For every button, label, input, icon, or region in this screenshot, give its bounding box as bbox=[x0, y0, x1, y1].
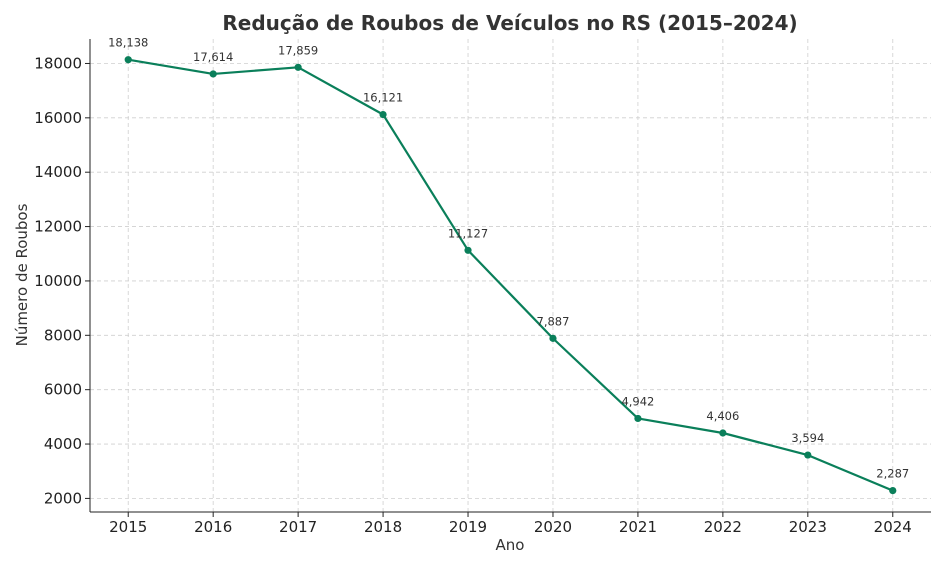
x-tick-label: 2020 bbox=[534, 518, 572, 536]
data-point bbox=[294, 63, 302, 71]
x-tick-label: 2016 bbox=[194, 518, 232, 536]
data-label: 17,614 bbox=[193, 50, 233, 64]
y-tick-label: 4000 bbox=[44, 435, 82, 453]
data-label: 4,406 bbox=[706, 409, 739, 423]
axes: 2000 4000 6000 8000 10000 12000 14000 16000 1800… bbox=[34, 39, 931, 536]
data-label: 7,887 bbox=[537, 314, 570, 328]
data-label: 4,942 bbox=[621, 394, 654, 408]
data-point bbox=[804, 451, 812, 459]
y-tick-label: 16000 bbox=[34, 109, 82, 127]
y-tick-label: 14000 bbox=[34, 163, 82, 181]
x-tick-label: 2019 bbox=[449, 518, 487, 536]
y-tick-label: 8000 bbox=[44, 326, 82, 344]
x-axis-label: Ano bbox=[496, 536, 525, 554]
data-label: 11,127 bbox=[448, 226, 488, 240]
data-point bbox=[549, 334, 557, 342]
y-tick-label: 6000 bbox=[44, 381, 82, 399]
y-tick-label: 2000 bbox=[44, 489, 82, 507]
data-label: 16,121 bbox=[363, 91, 403, 105]
data-point bbox=[379, 110, 387, 119]
x-tick-label: 2018 bbox=[364, 518, 402, 536]
x-tick-label: 2024 bbox=[874, 518, 912, 536]
data-point bbox=[889, 487, 897, 495]
data-label: 17,859 bbox=[278, 43, 318, 57]
x-tick-label: 2021 bbox=[619, 518, 657, 536]
x-tick-label: 2017 bbox=[279, 518, 317, 536]
data-label: 18,138 bbox=[108, 36, 148, 50]
data-labels: 18,138 17,614 17,859 16,121 11,127 7,887 4,942… bbox=[108, 36, 909, 481]
y-axis-label: Número de Roubos bbox=[13, 203, 31, 346]
series-line bbox=[127, 58, 894, 492]
data-label: 2,287 bbox=[876, 467, 909, 481]
y-tick-label: 10000 bbox=[34, 272, 82, 290]
y-tick-label: 18000 bbox=[34, 54, 82, 72]
data-point bbox=[464, 246, 472, 254]
data-point bbox=[719, 429, 727, 437]
data-label: 3,594 bbox=[791, 431, 824, 445]
x-tick-label: 2022 bbox=[704, 518, 742, 536]
data-point bbox=[124, 56, 132, 64]
x-tick-label: 2015 bbox=[109, 518, 147, 536]
chart-title: Redução de Roubos de Veículos no RS (201… bbox=[222, 11, 797, 35]
data-point bbox=[209, 70, 217, 78]
x-tick-label: 2023 bbox=[789, 518, 827, 536]
y-tick-label: 12000 bbox=[34, 218, 82, 236]
series-layer bbox=[124, 56, 897, 495]
data-point bbox=[634, 414, 642, 423]
